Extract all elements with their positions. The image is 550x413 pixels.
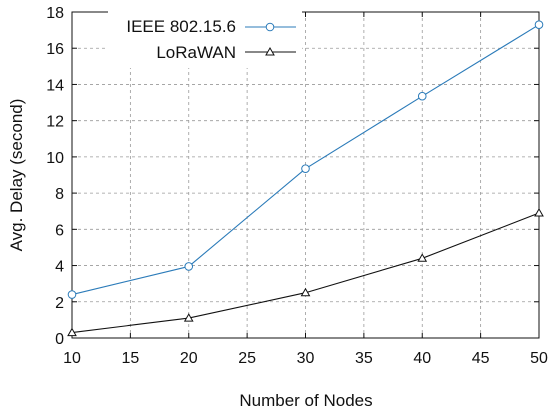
x-tick-label: 35 [355,350,373,367]
data-point-ieee [301,164,310,173]
y-tick-label: 18 [46,5,64,22]
y-tick-label: 10 [46,150,64,167]
y-tick-label: 14 [46,77,64,94]
legend-marker-ieee [265,22,275,32]
legend: IEEE 802.15.6 LoRaWAN [108,10,302,68]
legend-box [108,10,302,68]
x-tick-label: 10 [63,350,81,367]
x-tick-label: 15 [121,350,139,367]
legend-marker-lorawan [265,46,275,56]
y-tick-label: 16 [46,41,64,58]
y-tick-label: 4 [55,259,64,276]
y-tick-label: 12 [46,114,64,131]
data-point-lorawan [417,253,428,262]
data-point-lorawan [300,287,311,297]
legend-label-lorawan: LoRaWAN [156,43,236,62]
legend-label-ieee: IEEE 802.15.6 [126,17,236,36]
data-point-lorawan [67,327,77,337]
x-axis-title: Number of Nodes [239,391,372,410]
data-point-lorawan [183,313,194,322]
x-tick-label: 50 [530,350,548,367]
y-tick-label: 6 [55,222,64,239]
y-tick-label: 0 [55,331,64,348]
series-layer [67,20,544,337]
data-point-ieee [67,290,77,299]
x-tick-label: 45 [472,350,490,367]
x-tick-label: 40 [413,350,431,367]
x-tick-label: 25 [238,350,256,367]
data-point-lorawan [534,208,544,217]
data-point-ieee [417,91,427,101]
data-point-ieee [534,20,544,29]
axis-ticks: 10 15 20 25 30 35 40 45 50 0 2 4 6 8 10 12 14 16 18 [46,5,548,367]
x-tick-label: 20 [180,350,198,367]
series-lorawan [67,208,544,337]
series-ieee [67,20,544,299]
x-tick-label: 30 [297,350,315,367]
data-point-ieee [184,262,194,271]
y-tick-label: 2 [55,295,64,312]
y-axis-title: Avg. Delay (second) [7,99,26,252]
y-tick-label: 8 [55,186,64,203]
